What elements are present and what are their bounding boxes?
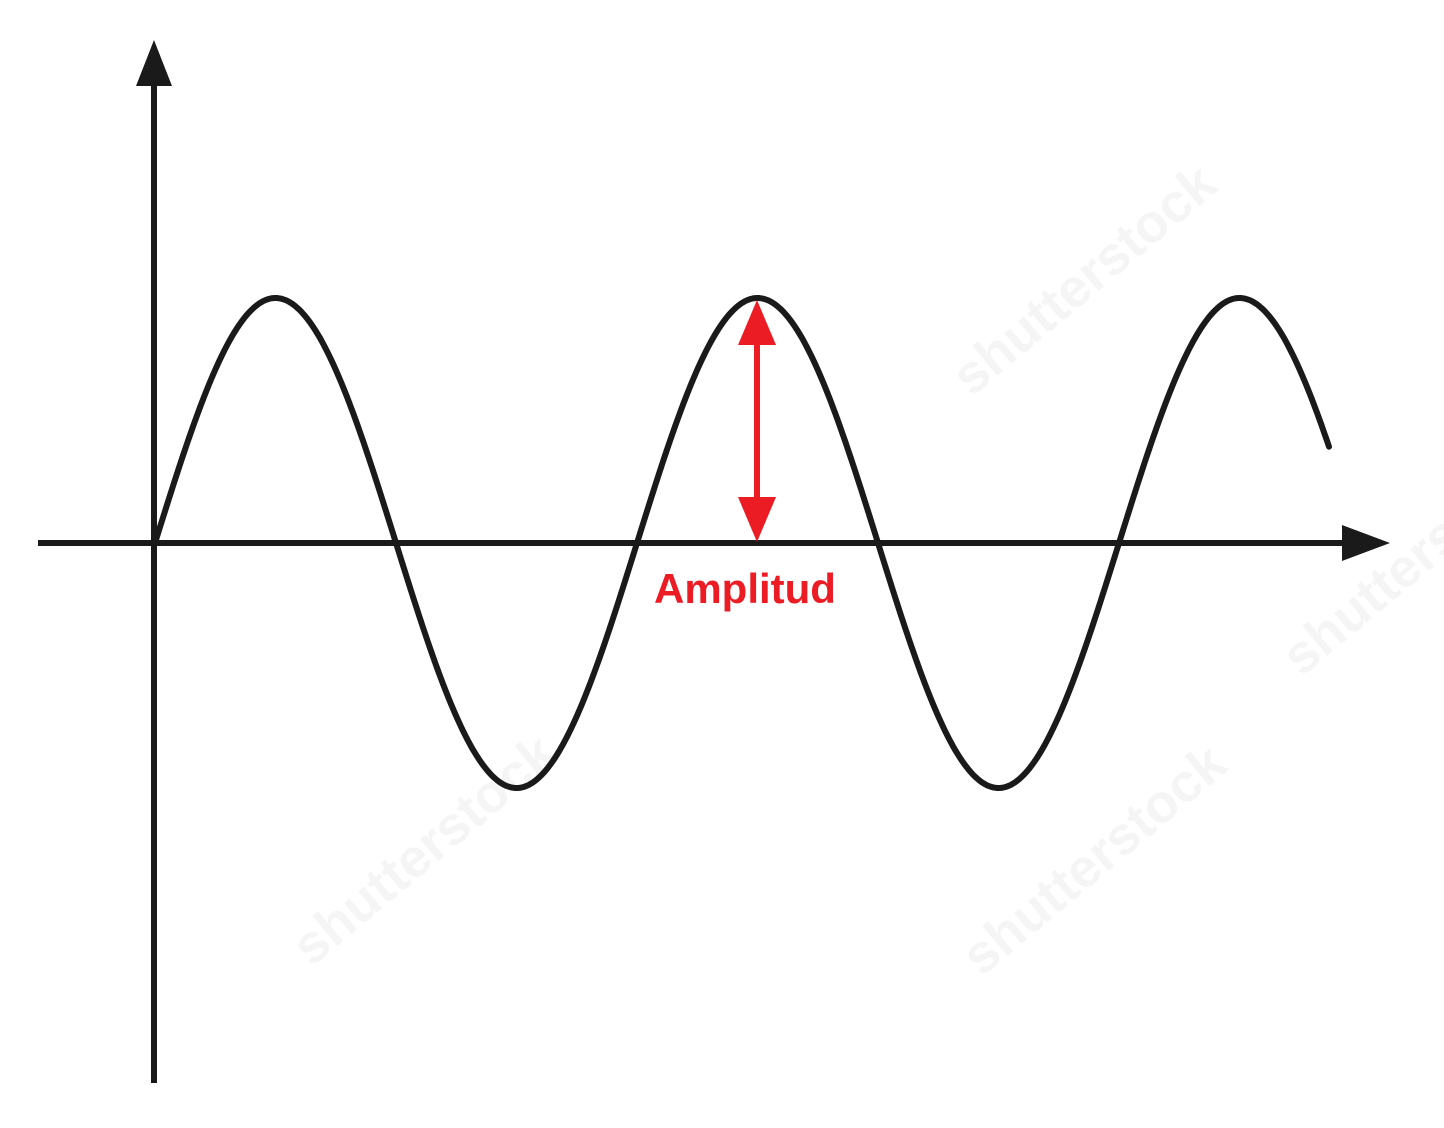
- amplitude-arrow-down-icon: [738, 497, 776, 542]
- vertical-axis-arrowhead-icon: [136, 40, 172, 86]
- horizontal-axis-arrowhead-icon: [1342, 525, 1390, 561]
- amplitude-label: Amplitud: [654, 565, 836, 612]
- amplitude-arrow: [738, 300, 776, 542]
- vertical-axis: [136, 40, 172, 1083]
- horizontal-axis: [38, 525, 1390, 561]
- amplitude-arrow-up-icon: [738, 300, 776, 345]
